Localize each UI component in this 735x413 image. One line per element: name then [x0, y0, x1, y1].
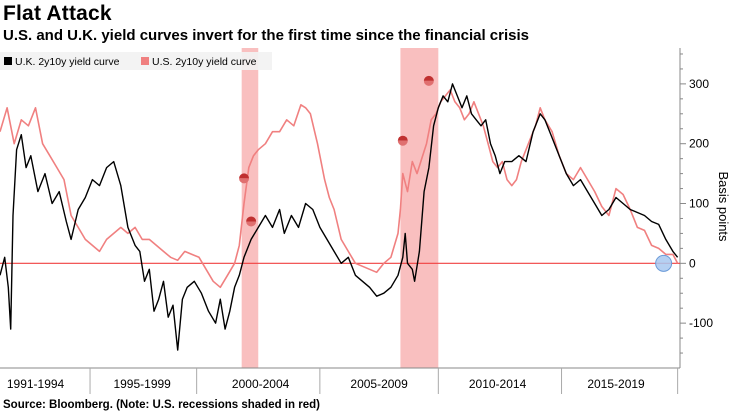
series-lines — [0, 83, 679, 351]
yield-curve-chart: 300 200 100 0 -100 Basis points 1991-1994 1995-… — [0, 48, 731, 394]
x-tick-label: 1991-1994 — [7, 377, 65, 391]
axes: 300 200 100 0 -100 Basis points 1991-1994 1995-… — [0, 48, 731, 394]
event-marker-base-0 — [239, 178, 250, 184]
event-marker-base-1 — [246, 221, 257, 227]
chart-title: Flat Attack — [3, 2, 112, 25]
recession-band-0 — [241, 48, 259, 368]
y-axis-title: Basis points — [716, 171, 731, 242]
y-tick-label: -100 — [689, 316, 713, 330]
y-tick-label: 0 — [689, 256, 696, 270]
x-tick-label: 2010-2014 — [469, 377, 527, 391]
event-markers — [239, 75, 673, 272]
recession-band-1 — [400, 48, 439, 368]
legend-swatch-1 — [141, 57, 149, 65]
x-tick-label: 2015-2019 — [587, 377, 645, 391]
y-tick-label: 100 — [689, 197, 709, 211]
us-series-line — [0, 89, 679, 289]
event-marker-2 — [397, 135, 408, 141]
x-tick-label: 2005-2009 — [350, 377, 408, 391]
uk-series-line — [0, 83, 679, 351]
y-tick-label: 300 — [689, 77, 709, 91]
highlight-point — [655, 254, 673, 272]
event-marker-base-3 — [423, 80, 434, 86]
legend-label-0: U.K. 2y10y yield curve — [15, 56, 120, 68]
y-tick-label: 200 — [689, 137, 709, 151]
legend-swatch-0 — [4, 57, 12, 65]
source-note: Source: Bloomberg. (Note: U.S. recession… — [3, 399, 320, 411]
event-marker-0 — [239, 173, 250, 179]
legend-box — [0, 52, 272, 70]
chart-subtitle: U.S. and U.K. yield curves invert for th… — [3, 27, 529, 44]
x-tick-label: 1995-1999 — [113, 377, 171, 391]
event-marker-1 — [246, 216, 257, 222]
event-marker-3 — [423, 75, 434, 81]
legend: U.K. 2y10y yield curve U.S. 2y10y yield c… — [0, 52, 272, 70]
legend-label-1: U.S. 2y10y yield curve — [152, 56, 257, 68]
x-tick-label: 2000-2004 — [232, 377, 290, 391]
event-marker-base-2 — [397, 140, 408, 146]
recession-bands — [241, 48, 439, 368]
